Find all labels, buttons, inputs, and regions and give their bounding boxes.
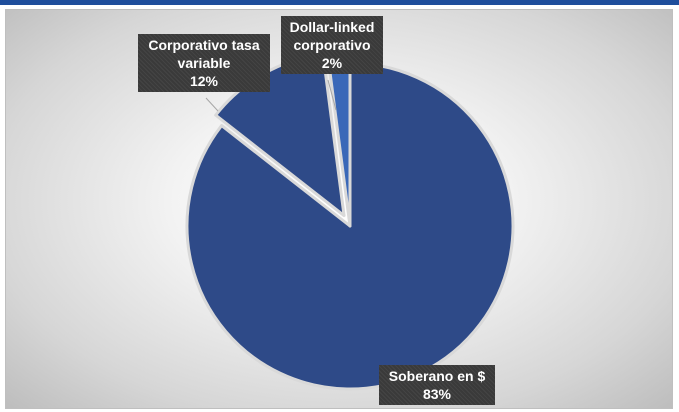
data-label-dollar-linked: Dollar-linked corporativo 2% [281,16,383,74]
data-label-dollar-linked-line-2: corporativo [293,37,371,53]
data-label-corporativo-tasa-variable: Corporativo tasa variable 12% [138,34,270,92]
data-label-dollar-linked-value: 2% [321,55,343,71]
data-label-soberano-value: 83% [422,386,452,402]
data-label-dollar-linked-line-1: Dollar-linked [289,19,375,35]
data-label-soberano: Soberano en $ 83% [379,365,495,405]
data-label-corporativo-value: 12% [189,73,219,89]
pie-chart-area: Soberano en $ 83% Corporativo tasa varia… [5,9,673,409]
leader-line-corporativo [205,97,219,112]
pie-chart [185,52,515,391]
data-label-corporativo-line-2: variable [177,55,231,71]
data-label-soberano-line-1: Soberano en $ [388,368,486,384]
top-accent-rule [0,0,679,5]
leader-line-dollar-linked [327,79,337,111]
data-label-corporativo-line-1: Corporativo tasa [148,37,260,53]
